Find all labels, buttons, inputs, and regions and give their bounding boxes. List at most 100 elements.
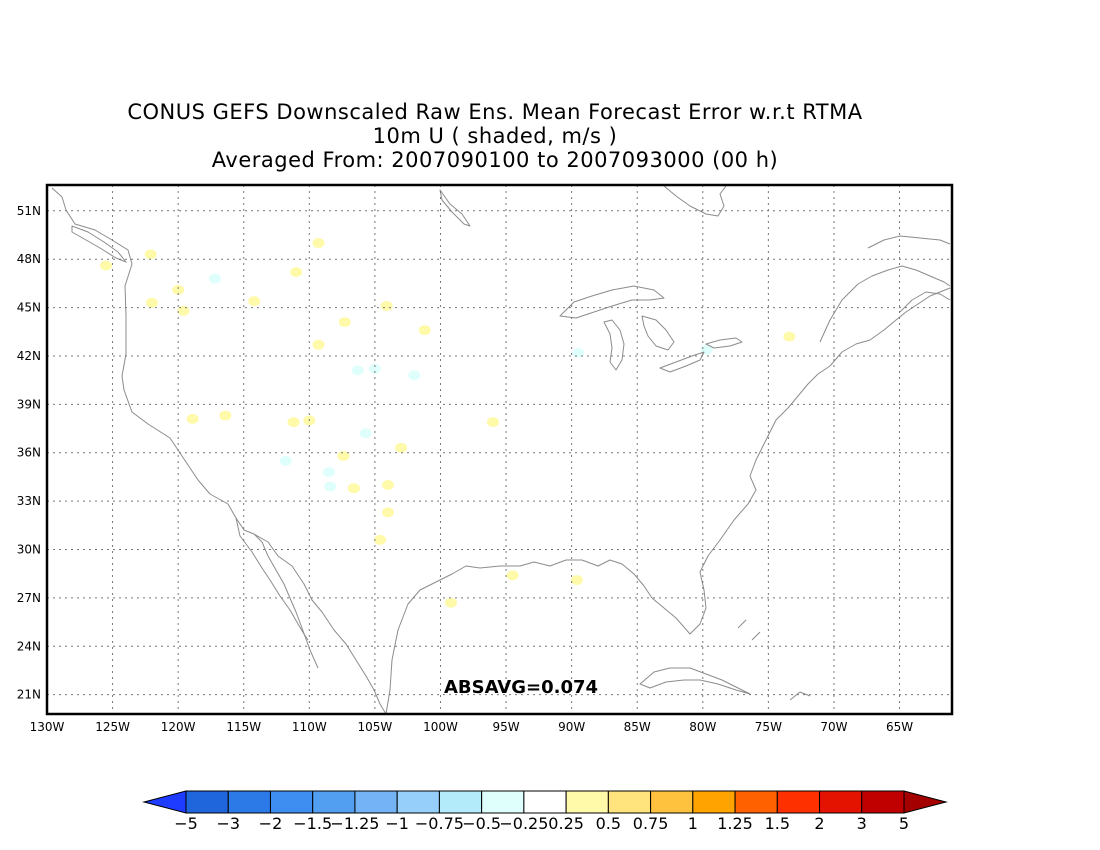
colorbar-label: −3 [216,814,240,833]
lat-tick-label: 27N [17,591,41,605]
lat-tick-label: 48N [17,252,41,266]
lon-tick-label: 120W [161,720,196,734]
colorbar-swatch [269,790,314,814]
lon-tick-label: 95W [492,720,519,734]
newfoundland-coast [867,235,951,249]
gulf-coastline [385,287,951,714]
bahamas [737,619,761,641]
lon-tick-label: 100W [423,720,458,734]
colorbar-label: 0.25 [548,814,584,833]
positive-error-patch [287,417,300,428]
colorbar-swatch [861,790,905,814]
lon-tick-label: 110W [292,720,327,734]
positive-error-patch [145,297,158,308]
colorbar-swatch [776,790,821,814]
colorbar-swatch [438,790,483,814]
colorbar-label: 5 [899,814,909,833]
positive-error-patch [783,331,796,342]
colorbar-swatches [142,790,948,814]
positive-error-patch [347,483,360,494]
hudson-bay-coast [663,185,727,217]
lat-tick-label: 42N [17,349,41,363]
positive-error-patch [380,300,393,311]
lon-tick-label: 90W [558,720,585,734]
pacific-coastline [51,187,309,641]
colorbar-swatch [650,790,694,814]
colorbar-label: −0.75 [415,814,464,833]
lat-tick-label: 30N [17,542,41,556]
colorbar-swatch [734,790,778,814]
graticule-layer [47,185,952,714]
lon-tick-label: 125W [95,720,130,734]
colorbar-labels: −5 −3 −2 −1.5−1.25 −1 −0.75−0.5−0.25 0.25 0.5 0.… [174,814,909,833]
colorbar-label: −1.5 [293,814,332,833]
positive-error-patch [395,442,408,453]
colorbar-swatch [607,790,652,814]
colorbar-label: −1.25 [330,814,379,833]
positive-error-patch [290,267,303,278]
vancouver-island [71,225,127,263]
colorbar-label: 0.5 [596,814,621,833]
lon-tick-label: 85W [624,720,651,734]
colorbar-label: 0.75 [633,814,669,833]
negative-error-patch [368,363,381,374]
positive-error-patch [570,575,583,586]
latitude-tick-labels: 51N 48N 45N 42N 39N 36N 33N 30N 27N 24N 21N [17,204,41,702]
negative-error-patch [322,467,335,478]
positive-error-patch [337,450,350,461]
colorbar-swatch [185,790,229,814]
colorbar-label: 1.5 [765,814,790,833]
positive-error-patch [177,305,190,316]
negative-error-patch [408,370,421,381]
colorbar-swatch [312,790,356,814]
colorbar-swatch [396,790,440,814]
lon-tick-label: 75W [755,720,782,734]
lon-tick-label: 105W [358,720,393,734]
lon-tick-label: 80W [689,720,716,734]
colorbar-label: 1.25 [717,814,753,833]
title-line-3: Averaged From: 2007090100 to 2007093000 … [211,148,779,172]
hispaniola [789,691,811,701]
lat-tick-label: 24N [17,639,41,653]
colorbar-label: −1 [385,814,409,833]
negative-error-patch [351,365,364,376]
colorbar-swatch [523,790,567,814]
colorbar-label: −2 [259,814,283,833]
nova-scotia-coast [899,291,951,313]
lake-superior [559,285,665,319]
colorbar-label: 2 [814,814,824,833]
map-border [45,183,954,716]
positive-error-patch [144,249,157,260]
title-line-1: CONUS GEFS Downscaled Raw Ens. Mean Fore… [127,100,863,124]
positive-error-patch [172,284,185,295]
colorbar-label: −5 [174,814,198,833]
lat-tick-label: 45N [17,301,41,315]
error-patch-layer [100,238,796,608]
lon-tick-label: 130W [30,720,65,734]
title-block: CONUS GEFS Downscaled Raw Ens. Mean Fore… [0,100,990,172]
colorbar-label: 1 [688,814,698,833]
lat-tick-label: 36N [17,446,41,460]
lake-winnipeg [439,189,471,227]
negative-error-patch [572,347,585,358]
absavg-label: ABSAVG=0.074 [444,677,598,698]
colorbar-swatch [565,790,609,814]
lake-ontario [705,337,743,349]
colorbar-swatch [692,790,736,814]
lat-tick-label: 21N [17,688,41,702]
positive-error-patch [100,260,113,271]
lat-tick-label: 51N [17,204,41,218]
colorbar-high-extend [903,790,948,814]
lake-michigan [603,319,625,371]
positive-error-patch [382,507,395,518]
colorbar-swatch [227,790,271,814]
negative-error-patch [279,455,292,466]
positive-error-patch [382,479,395,490]
colorbar-label: −0.25 [499,814,548,833]
colorbar-swatch [354,790,398,814]
positive-error-patch [219,410,232,421]
lon-tick-label: 70W [820,720,847,734]
lat-tick-label: 33N [17,494,41,508]
positive-error-patch [506,570,519,581]
